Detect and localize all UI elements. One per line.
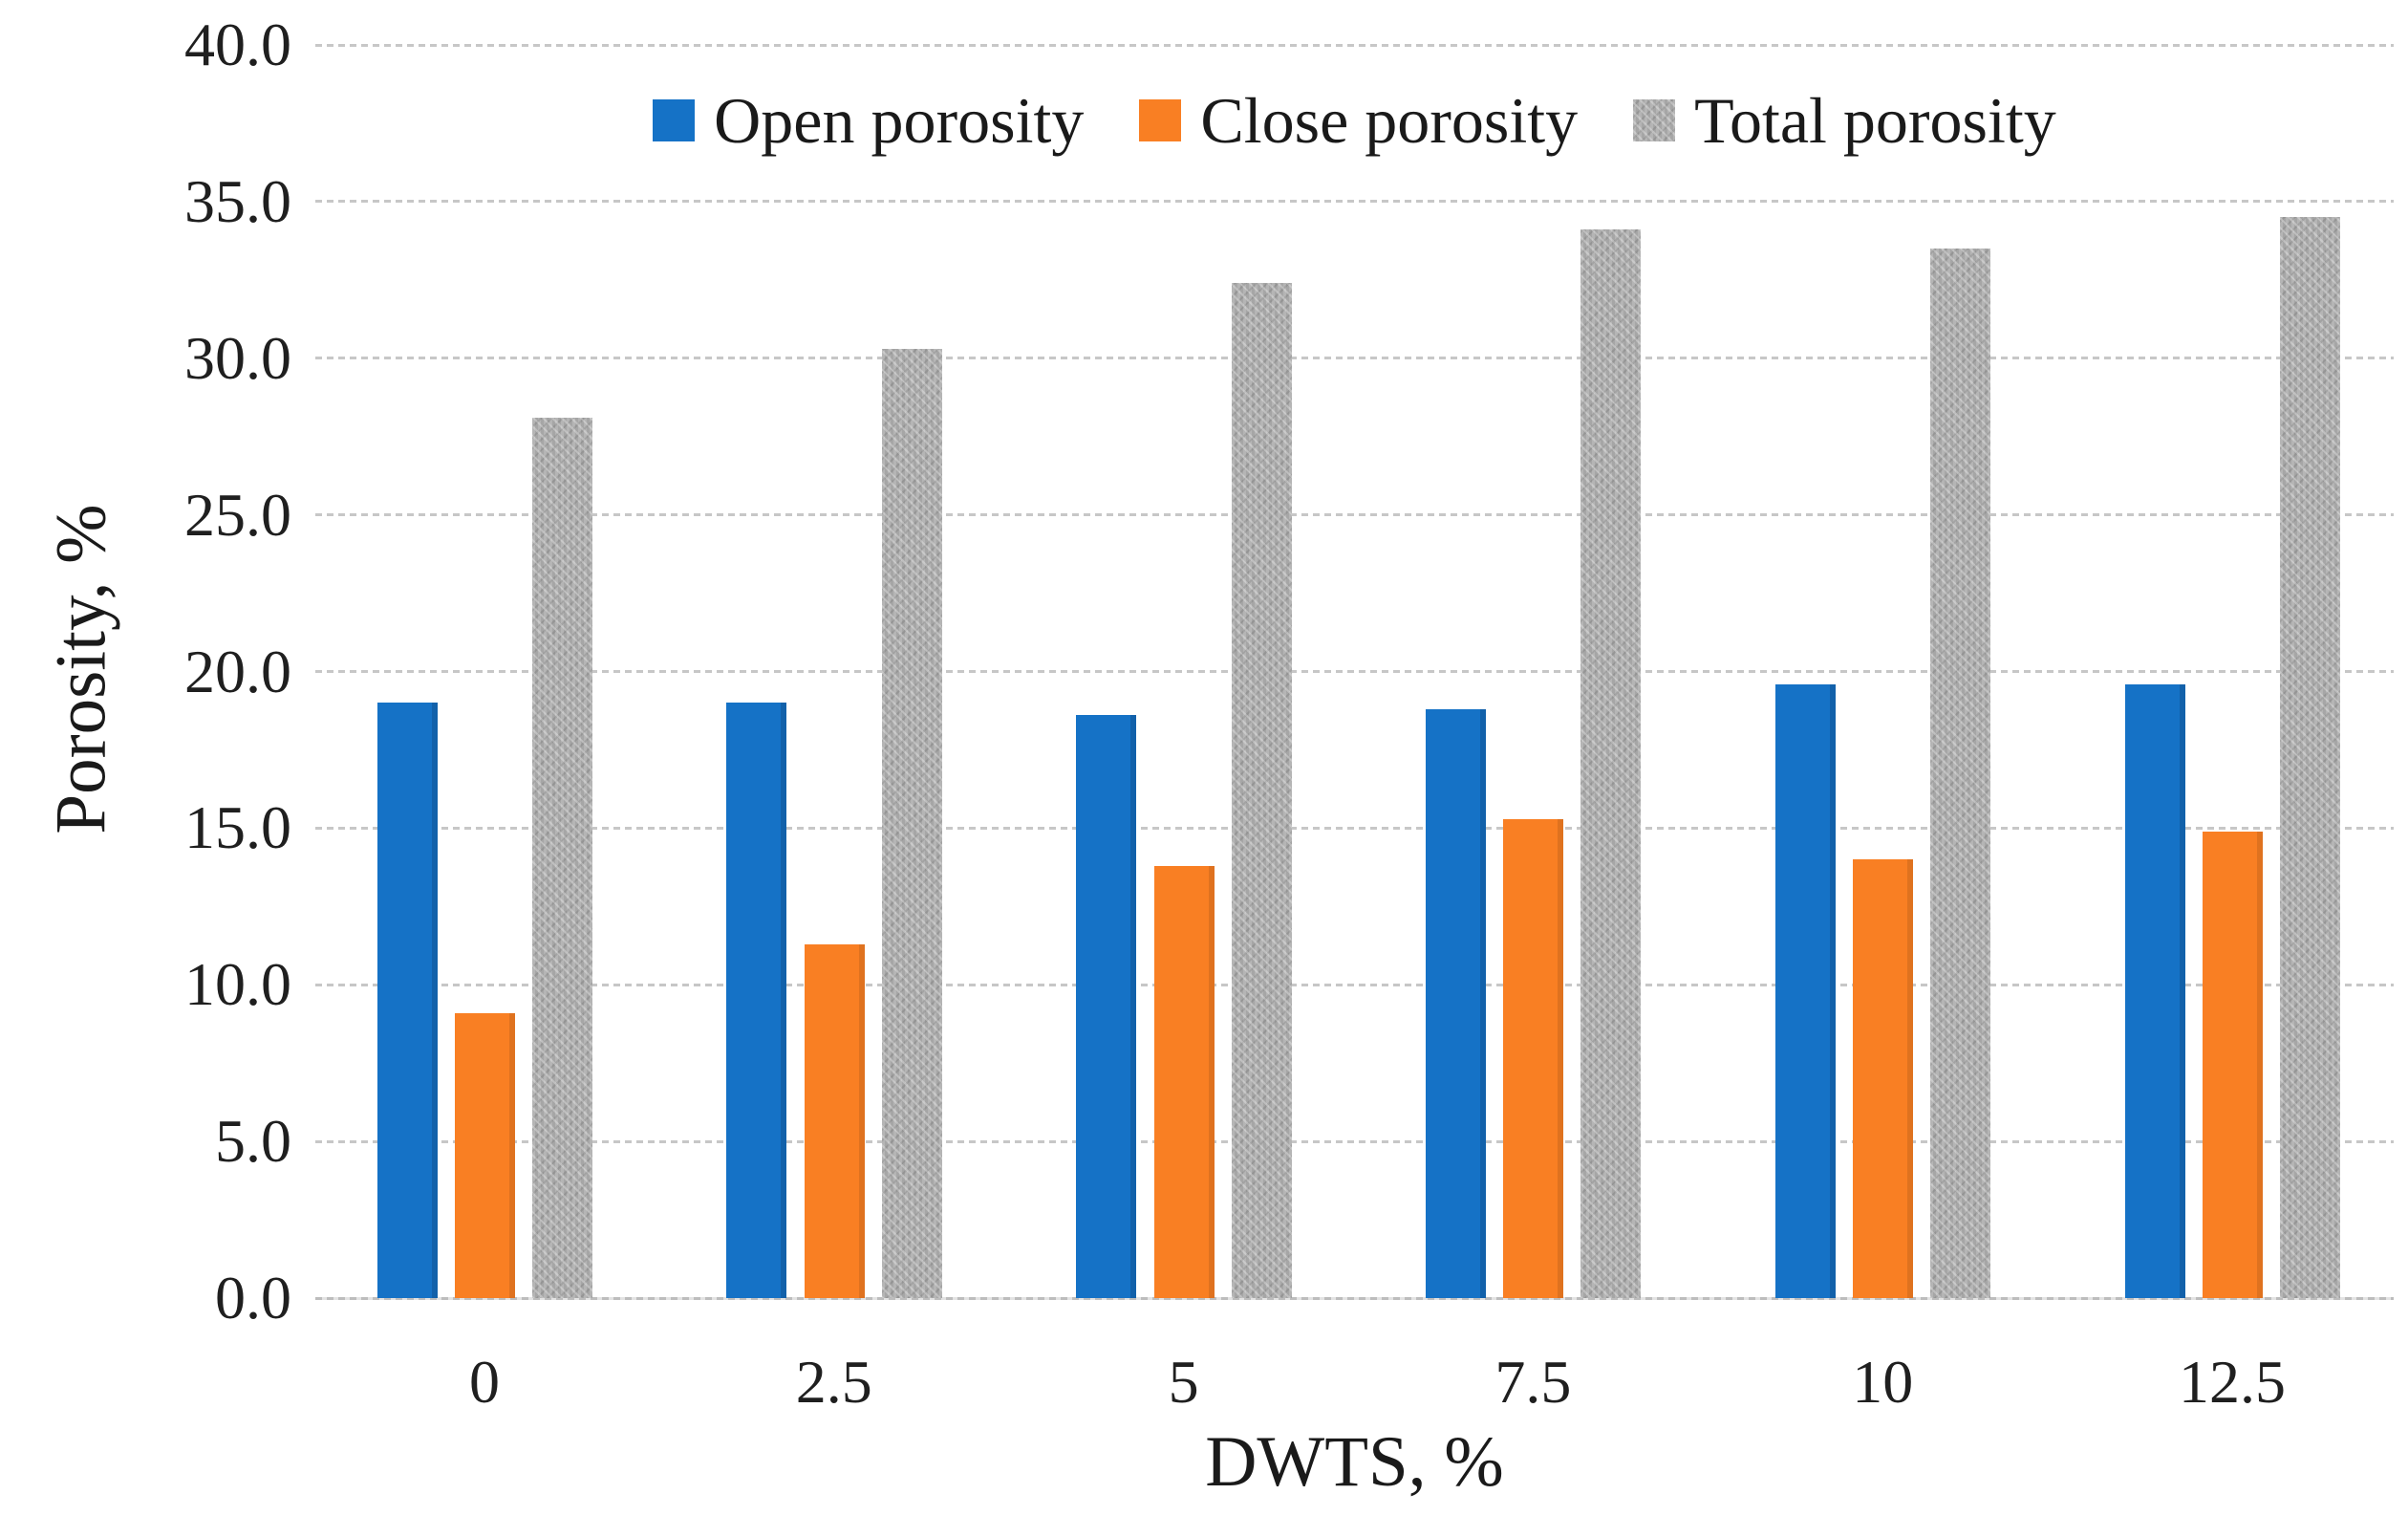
bar-close-porosity-dwts-0: [455, 1012, 515, 1298]
bar-open-porosity-dwts-5: [1076, 715, 1137, 1298]
gridline-10.0: [315, 983, 2394, 986]
gridline-20.0: [315, 670, 2394, 673]
y-tick-label-5.0: 5.0: [215, 1107, 291, 1176]
x-tick-label-10: 10: [1852, 1348, 1914, 1416]
y-tick-label-0.0: 0.0: [215, 1264, 291, 1332]
y-tick-label-25.0: 25.0: [184, 480, 291, 549]
x-tick-label-2.5: 2.5: [795, 1348, 872, 1416]
bar-open-porosity-dwts-0: [376, 703, 438, 1298]
legend-swatch-icon: [1633, 99, 1676, 141]
bar-open-porosity-dwts-12.5: [2124, 683, 2185, 1298]
gridline-40.0: [315, 43, 2394, 47]
bar-total-porosity-dwts-0: [532, 418, 592, 1298]
gridline-0.0: [315, 1296, 2394, 1300]
legend-label: Open porosity: [714, 84, 1085, 157]
y-tick-label-30.0: 30.0: [184, 323, 291, 392]
legend-label: Total porosity: [1694, 84, 2056, 157]
gridline-15.0: [315, 826, 2394, 830]
bar-total-porosity-dwts-5: [1231, 283, 1292, 1298]
x-tick-label-0: 0: [469, 1348, 500, 1416]
bar-total-porosity-dwts-7.5: [1580, 229, 1642, 1298]
y-tick-label-35.0: 35.0: [184, 166, 291, 235]
bar-close-porosity-dwts-10: [1853, 859, 1914, 1298]
legend-item-open-porosity: Open porosity: [653, 88, 1084, 153]
legend-swatch-icon: [653, 99, 696, 141]
x-tick-label-12.5: 12.5: [2179, 1348, 2286, 1416]
x-axis-title: DWTS, %: [1205, 1422, 1504, 1502]
x-tick-label-5: 5: [1168, 1348, 1199, 1416]
bar-close-porosity-dwts-7.5: [1503, 818, 1564, 1298]
y-tick-label-10.0: 10.0: [184, 950, 291, 1019]
y-tick-label-15.0: 15.0: [184, 793, 291, 862]
legend-item-total-porosity: Total porosity: [1633, 88, 2056, 153]
bar-open-porosity-dwts-10: [1774, 683, 1836, 1298]
legend: Open porosity Close porosity Total porosit…: [315, 88, 2394, 153]
bar-total-porosity-dwts-2.5: [881, 348, 942, 1298]
x-tick-label-7.5: 7.5: [1494, 1348, 1572, 1416]
bar-open-porosity-dwts-2.5: [726, 703, 787, 1298]
gridline-5.0: [315, 1139, 2394, 1143]
bar-open-porosity-dwts-7.5: [1425, 708, 1486, 1298]
bar-total-porosity-dwts-10: [1930, 249, 1991, 1298]
legend-item-close-porosity: Close porosity: [1139, 88, 1578, 153]
gridline-25.0: [315, 513, 2394, 517]
y-tick-label-20.0: 20.0: [184, 637, 291, 705]
legend-swatch-icon: [1139, 99, 1182, 141]
y-tick-label-40.0: 40.0: [184, 11, 291, 78]
gridline-35.0: [315, 200, 2394, 204]
bar-close-porosity-dwts-5: [1153, 865, 1215, 1298]
bar-total-porosity-dwts-12.5: [2280, 217, 2340, 1298]
legend-label: Close porosity: [1200, 84, 1579, 157]
gridline-30.0: [315, 357, 2394, 360]
bar-close-porosity-dwts-2.5: [804, 943, 865, 1298]
bar-close-porosity-dwts-12.5: [2203, 831, 2263, 1298]
